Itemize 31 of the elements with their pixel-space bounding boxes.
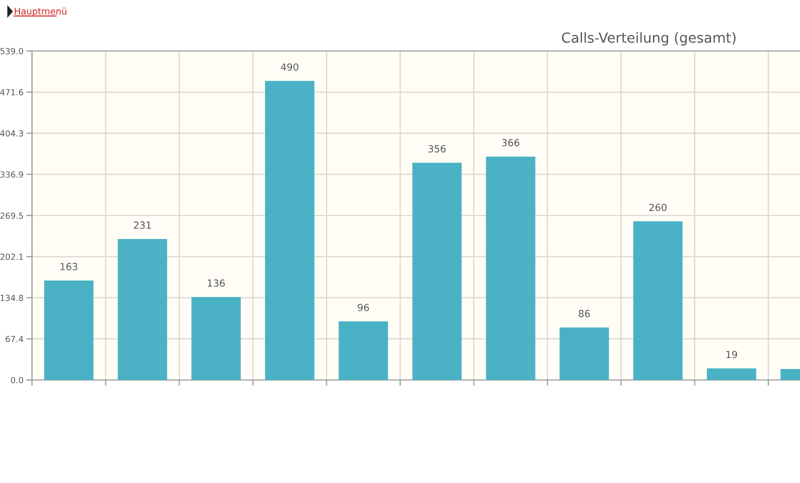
data-label: 163 [60,262,78,270]
data-label: 96 [358,304,369,312]
text: Hauptmenü [14,8,66,16]
bar [265,80,314,380]
y-tick-label: 336.9 [0,171,24,178]
y-tick-label: 404.3 [0,130,23,137]
data-label: 19 [726,350,738,358]
y-tick-label: 202.1 [0,254,23,260]
y-tick-label: 539.0 [0,48,24,54]
bar [633,221,683,380]
chart-title: Calls-Verteilung (gesamt) [562,32,736,46]
y-tick-label: 67.4 [6,336,24,342]
data-label: 490 [280,63,298,71]
y-tick-label: 0.0 [10,376,24,384]
bar [560,328,609,380]
y-tick-label: 471.6 [0,89,24,96]
data-label: 136 [208,279,225,287]
bar [44,280,94,380]
bar [412,162,462,380]
data-label: 356 [428,145,446,152]
data-label: 260 [649,204,667,212]
data-label: 231 [134,221,151,229]
data-label: 366 [502,139,520,146]
data-label: 86 [578,310,590,318]
y-tick-label: 134.8 [0,294,24,302]
y-tick-label: 269.5 [0,212,23,219]
bar [486,156,536,380]
bar [338,321,388,380]
bar [706,368,756,380]
bar [191,296,241,380]
bar [118,239,168,380]
